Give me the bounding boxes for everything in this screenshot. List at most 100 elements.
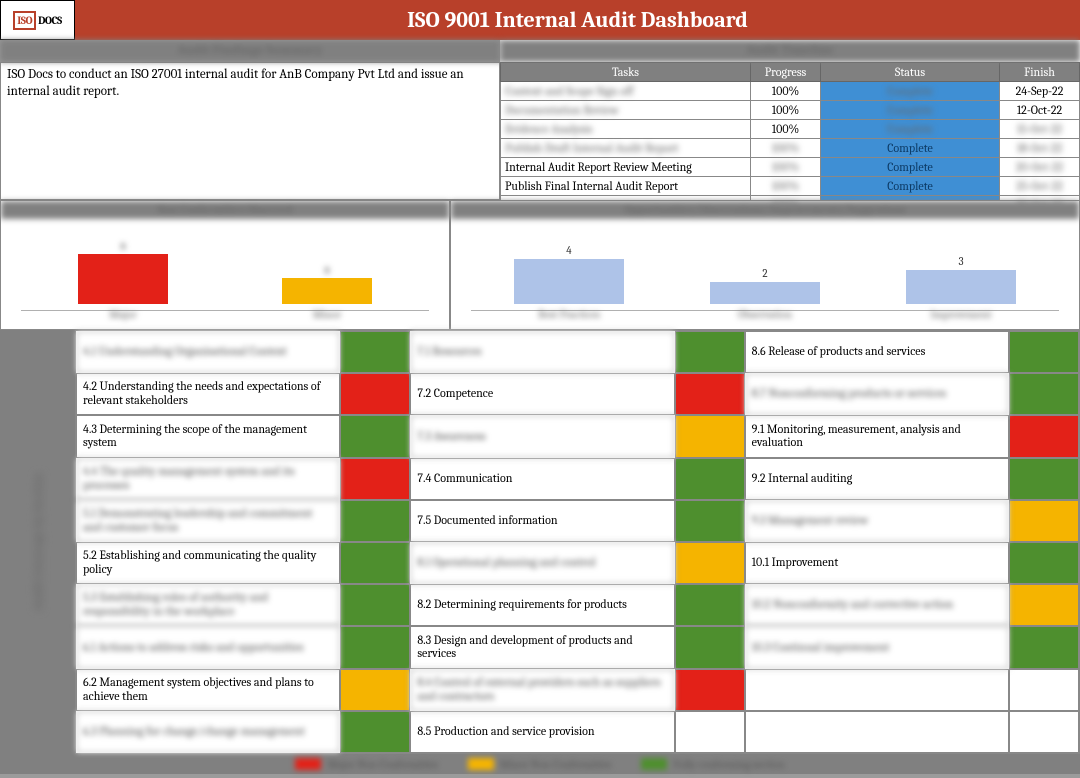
heatmap-color-cell xyxy=(675,415,745,457)
heatmap-label-cell: 8.7 Nonconforming products or services xyxy=(745,373,1009,415)
timeline-cell: Complete xyxy=(821,158,1000,177)
timeline-cell: Publish Final Internal Audit Report xyxy=(501,177,751,196)
heatmap-label-cell: 6.2 Management system objectives and pla… xyxy=(76,669,340,711)
timeline-cell: Internal Audit Report Review Meeting xyxy=(501,158,751,177)
heatmap-label-cell: 5.1 Demonstrating leadership and commitm… xyxy=(76,500,340,542)
timeline-cell: 100% xyxy=(751,139,821,158)
heatmap-label-cell: 7.5 Documented information xyxy=(410,500,674,542)
heatmap-color-cell xyxy=(675,584,745,626)
heatmap-color-cell xyxy=(675,542,745,584)
heatmap-label-cell: 10.3 Continual improvement xyxy=(745,626,1009,668)
heatmap-label-cell: 4.1 Understanding Organisational Context xyxy=(76,331,340,373)
legend-swatch xyxy=(295,758,321,770)
heatmap-color-cell xyxy=(1009,626,1079,668)
timeline-cell: 18-Oct-22 xyxy=(1000,139,1080,158)
timeline-cell: Publish Draft Internal Audit Report xyxy=(501,139,751,158)
heatmap-color-cell xyxy=(675,626,745,668)
bar xyxy=(710,282,820,305)
timeline-cell: 100% xyxy=(751,120,821,139)
heatmap-color-cell xyxy=(340,626,410,668)
legend-text: Major Non-Conformities xyxy=(327,758,437,771)
heatmap-label-cell: 9.2 Internal auditing xyxy=(745,458,1009,500)
heatmap-color-cell xyxy=(340,584,410,626)
heatmap-color-cell xyxy=(340,458,410,500)
timeline-cell: 24-Sep-22 xyxy=(1000,82,1080,101)
chart-opportunities: Opportunities/Observations/Improvements/… xyxy=(450,200,1080,330)
timeline-cell: Complete xyxy=(821,101,1000,120)
heatmap-color-cell xyxy=(675,500,745,542)
timeline-heading: Audit Timeline xyxy=(500,40,1080,62)
heatmap-color-cell xyxy=(340,373,410,415)
heatmap-label-cell: 8.6 Release of products and services xyxy=(745,331,1009,373)
timeline-cell: Complete xyxy=(821,139,1000,158)
timeline-cell: Evidence Analysis xyxy=(501,120,751,139)
bar-value-label: 4 xyxy=(566,244,571,257)
bar-category-label: Improvement xyxy=(930,308,991,321)
header: ISODOCS ISO 9001 Internal Audit Dashboar… xyxy=(0,0,1080,40)
heatmap-label-cell: 8.4 Control of external providers such a… xyxy=(410,669,674,711)
logo-docs: DOCS xyxy=(38,14,62,27)
legend: Major Non-ConformitiesMinor Non-Conformi… xyxy=(0,754,1080,774)
legend-swatch xyxy=(641,758,667,770)
timeline-cell: Documentation Review xyxy=(501,101,751,120)
legend-item: Fully conforming section xyxy=(641,758,784,771)
bar xyxy=(514,259,624,304)
heatmap-color-cell xyxy=(1009,458,1079,500)
timeline-row: Context and Scope Sign off100%Complete24… xyxy=(501,82,1080,101)
heatmap-color-cell xyxy=(1009,711,1079,753)
heatmap-label-cell xyxy=(745,669,1009,711)
heatmap-color-cell xyxy=(340,415,410,457)
legend-text: Fully conforming section xyxy=(673,758,784,771)
timeline-cell: 100% xyxy=(751,158,821,177)
heatmap-color-cell xyxy=(675,373,745,415)
heatmap-label-cell: 7.1 Resources xyxy=(410,331,674,373)
bar-value-label: 2 xyxy=(762,267,767,280)
legend-item: Major Non-Conformities xyxy=(295,758,437,771)
timeline-cell: 12-Oct-22 xyxy=(1000,101,1080,120)
bar-group: 3Improvement xyxy=(906,255,1016,321)
timeline-panel: Audit Timeline TasksProgressStatusFinish… xyxy=(500,40,1080,200)
page-title: ISO 9001 Internal Audit Dashboard xyxy=(75,0,1080,40)
timeline-cell: Complete xyxy=(821,82,1000,101)
timeline-cell: 100% xyxy=(751,82,821,101)
summary-text: ISO Docs to conduct an ISO 27001 interna… xyxy=(0,62,500,200)
heatmap-label-cell: 4.3 Determining the scope of the managem… xyxy=(76,415,340,457)
timeline-row: Internal Audit Report Review Meeting100%… xyxy=(501,158,1080,177)
timeline-col-status: Status xyxy=(821,63,1000,82)
heatmap-color-cell xyxy=(675,458,745,500)
timeline-cell: Complete xyxy=(821,120,1000,139)
heatmap-color-cell xyxy=(1009,331,1079,373)
heatmap-panel: 4.1 Understanding Organisational Context… xyxy=(75,330,1080,754)
timeline-row: Documentation Review100%Complete12-Oct-2… xyxy=(501,101,1080,120)
timeline-cell: 100% xyxy=(751,101,821,120)
heatmap-color-cell xyxy=(340,542,410,584)
bar xyxy=(282,278,372,304)
heatmap-color-cell xyxy=(1009,542,1079,584)
chart-right-heading: Opportunities/Observations/Improvements/… xyxy=(451,201,1079,219)
summary-heading: Audit Findings Summary xyxy=(0,40,500,62)
heatmap-color-cell xyxy=(340,711,410,753)
heatmap-label-cell: 9.1 Monitoring, measurement, analysis an… xyxy=(745,415,1009,457)
heatmap-label-cell: 4.2 Understanding the needs and expectat… xyxy=(76,373,340,415)
timeline-cell: Context and Scope Sign off xyxy=(501,82,751,101)
row-summary-timeline: Audit Findings Summary ISO Docs to condu… xyxy=(0,40,1080,200)
heatmap-side-label-container: Audit Coverage by Section xyxy=(0,330,75,754)
heatmap-label-cell: 6.1 Actions to address risks and opportu… xyxy=(76,626,340,668)
heatmap-label-cell: 9.3 Management review xyxy=(745,500,1009,542)
heatmap-color-cell xyxy=(675,711,745,753)
heatmap-color-cell xyxy=(1009,584,1079,626)
bar-category-label: Best Practices xyxy=(538,308,600,321)
heatmap-color-cell xyxy=(340,331,410,373)
row-heatmap: Audit Coverage by Section 4.1 Understand… xyxy=(0,330,1080,754)
heatmap-label-cell: 10.2 Nonconformity and corrective action xyxy=(745,584,1009,626)
heatmap-color-cell xyxy=(675,331,745,373)
heatmap-color-cell xyxy=(1009,415,1079,457)
timeline-cell: 15-Oct-22 xyxy=(1000,120,1080,139)
heatmap-label-cell: 6.3 Planning for change/change managemen… xyxy=(76,711,340,753)
timeline-col-tasks: Tasks xyxy=(501,63,751,82)
heatmap-color-cell xyxy=(1009,669,1079,711)
chart-nonconformities: Non Conformities Observed xMajorxMinor xyxy=(0,200,450,330)
row-charts: Non Conformities Observed xMajorxMinor O… xyxy=(0,200,1080,330)
timeline-cell: 100% xyxy=(751,177,821,196)
heatmap-color-cell xyxy=(1009,500,1079,542)
